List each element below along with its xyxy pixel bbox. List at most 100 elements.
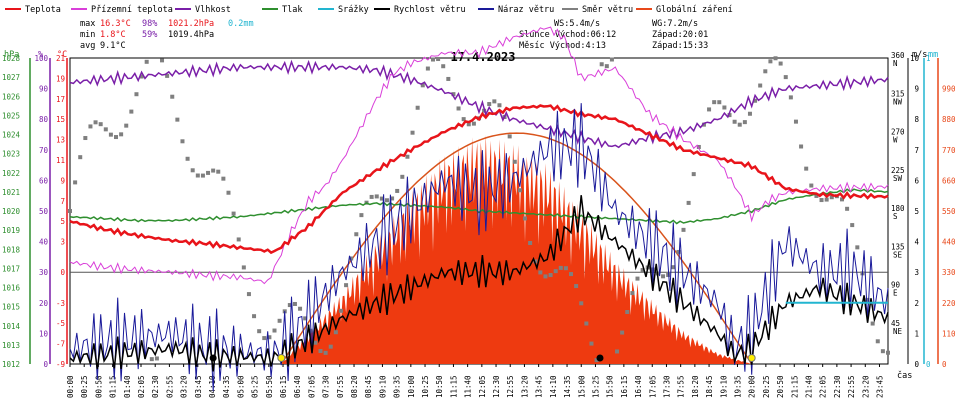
- wind-direction-point: [78, 155, 83, 160]
- axis-title: °C: [57, 50, 67, 60]
- wind-direction-point: [471, 121, 476, 126]
- wind-direction-point: [246, 292, 251, 297]
- wind-direction-point: [538, 270, 543, 275]
- tick-label-time: 10:50: [435, 375, 444, 398]
- wind-direction-point: [98, 122, 103, 127]
- wind-direction-point: [405, 154, 410, 159]
- wind-direction-point: [804, 166, 809, 171]
- wind-direction-point: [737, 122, 742, 127]
- stat-value: 1019.4hPa: [168, 30, 214, 40]
- tick-label-time: 03:45: [194, 375, 203, 398]
- wind-direction-point: [190, 168, 195, 173]
- wind-direction-point: [374, 194, 379, 199]
- wind-direction-point: [369, 194, 374, 199]
- wind-direction-point: [650, 267, 655, 272]
- tick-label-time: 12:05: [478, 375, 487, 398]
- wind-direction-point: [344, 283, 349, 288]
- legend-label: Vlhkost: [195, 5, 231, 15]
- tick-label-time: 12:30: [492, 375, 501, 398]
- wind-direction-point: [175, 117, 180, 122]
- tick-label-time: 07:55: [336, 375, 345, 398]
- tick-label-time: 09:35: [393, 375, 402, 398]
- wind-direction-point: [410, 130, 415, 135]
- wind-direction-point: [717, 100, 722, 105]
- legend-label: Tlak: [282, 5, 302, 15]
- tick-label-dir-name: SE: [893, 250, 903, 259]
- info-text: Západ:20:01: [652, 30, 708, 40]
- wind-direction-point: [108, 132, 113, 137]
- stat-label: max: [80, 19, 95, 29]
- tick-label-dir-name: NE: [893, 327, 903, 336]
- wind-direction-point: [333, 330, 338, 335]
- stat-value: 0.2mm: [228, 19, 254, 29]
- wind-direction-point: [599, 62, 604, 67]
- tick-label-ms: 2: [914, 299, 919, 308]
- wind-direction-point: [114, 135, 119, 140]
- tick-label-ms: 7: [914, 146, 919, 155]
- wind-direction-point: [236, 237, 241, 242]
- series-temperature: [69, 104, 889, 255]
- tick-label-pct: 70: [39, 146, 49, 155]
- wind-direction-point: [359, 213, 364, 218]
- series-ground-temperature: [69, 26, 889, 285]
- tick-label-time: 07:30: [322, 375, 331, 398]
- wind-direction-point: [589, 341, 594, 346]
- tick-label-time: 17:30: [662, 375, 671, 398]
- info-text: Slunce Východ:06:12: [519, 30, 616, 40]
- legend-label: Teplota: [25, 5, 61, 15]
- tick-label-pct: 80: [39, 115, 49, 124]
- wind-direction-point: [354, 232, 359, 237]
- wind-direction-point: [144, 59, 149, 64]
- wind-direction-point: [870, 321, 875, 326]
- series-pressure: [69, 188, 889, 225]
- tick-label-c: 3: [60, 238, 65, 247]
- wind-direction-point: [778, 61, 783, 66]
- tick-label-time: 08:45: [364, 375, 373, 398]
- tick-label-wm2: 770: [942, 146, 956, 155]
- wind-direction-point: [676, 249, 681, 254]
- tick-label-time: 20:00: [748, 375, 757, 398]
- wind-direction-point: [609, 57, 614, 62]
- wind-direction-point: [185, 156, 190, 161]
- tick-label-time: 13:20: [520, 375, 529, 398]
- wind-direction-point: [696, 144, 701, 149]
- tick-label-time: 14:10: [549, 375, 558, 398]
- wind-direction-point: [298, 306, 303, 311]
- tick-label-time: 23:20: [861, 375, 870, 398]
- legend-label: Přízemní teplota: [91, 5, 173, 15]
- wind-direction-point: [262, 336, 267, 341]
- wind-direction-point: [492, 99, 497, 104]
- legend-label: Globální záření: [656, 5, 733, 15]
- wind-direction-point: [783, 75, 788, 80]
- wind-direction-point: [400, 174, 405, 179]
- tick-label-time: 18:45: [705, 375, 714, 398]
- sunrise-marker: [277, 354, 286, 362]
- stat-value: 16.3°C: [100, 19, 131, 29]
- wind-direction-point: [73, 180, 78, 185]
- wind-direction-point: [149, 357, 154, 362]
- wind-direction-point: [855, 245, 860, 250]
- tick-label-time: 19:10: [719, 375, 728, 398]
- wind-direction-point: [584, 321, 589, 326]
- wind-direction-point: [579, 301, 584, 306]
- tick-label-dir-name: SW: [893, 174, 903, 183]
- wind-direction-point: [722, 105, 727, 110]
- axis-title: m/s: [912, 50, 927, 60]
- wind-direction-point: [517, 188, 522, 193]
- wind-direction-point: [809, 183, 814, 188]
- wind-direction-point: [154, 356, 159, 361]
- tick-label-c: 19: [56, 74, 65, 83]
- tick-label-c: -5: [56, 319, 65, 328]
- tick-label-hpa: 1019: [2, 226, 20, 235]
- wind-direction-point: [661, 274, 666, 279]
- stat-value: 1021.2hPa: [168, 19, 214, 29]
- tick-label-c: -3: [56, 299, 65, 308]
- tick-label-pct: 100: [34, 54, 48, 63]
- wind-direction-point: [390, 196, 395, 201]
- tick-label-mm: 1: [926, 54, 931, 63]
- wind-direction-point: [211, 168, 216, 173]
- wind-direction-point: [119, 132, 124, 137]
- tick-label-time: 20:25: [762, 375, 771, 398]
- tick-label-c: -7: [56, 340, 65, 349]
